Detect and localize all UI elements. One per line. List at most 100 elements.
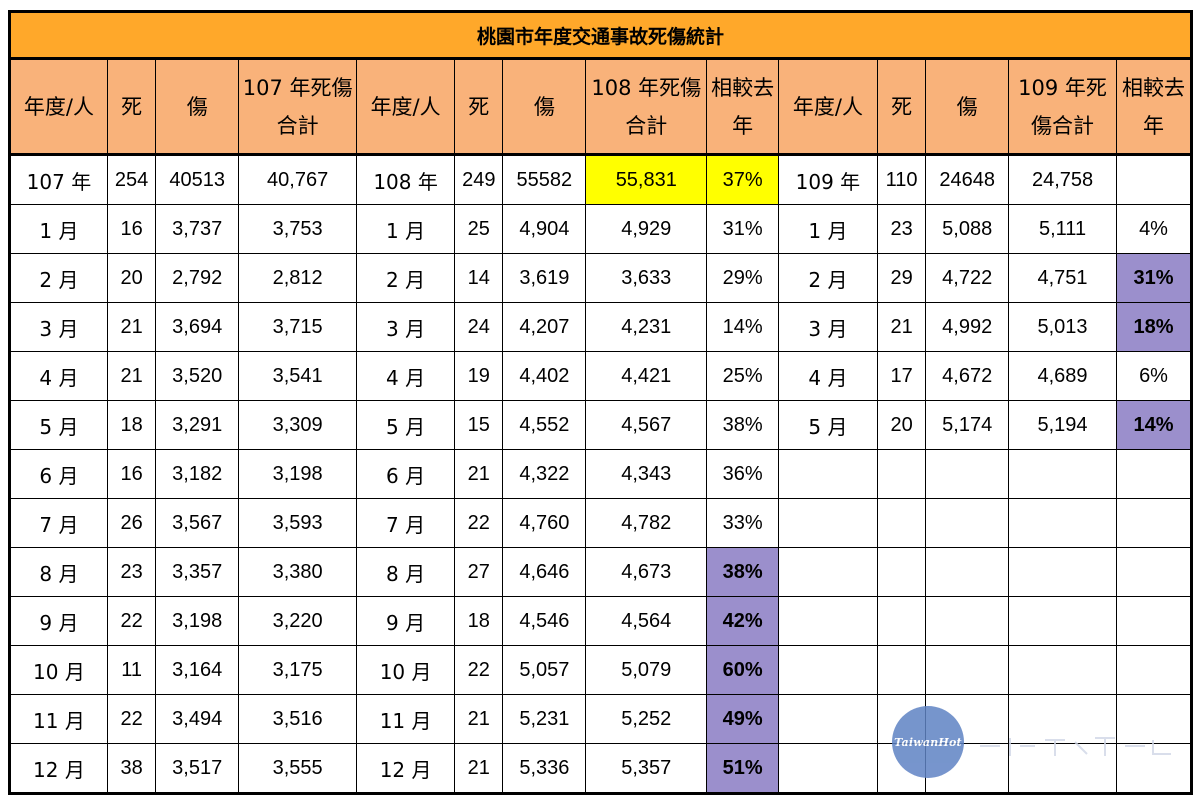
table-cell: 5 月 <box>9 400 108 450</box>
table-cell: 4,343 <box>585 449 708 499</box>
table-cell: 2 月 <box>777 253 878 303</box>
table-cell: 11 月 <box>9 694 108 744</box>
table-cell: 5 月 <box>777 400 878 450</box>
table-cell: 11 <box>106 645 157 695</box>
table-cell: 60% <box>706 645 779 695</box>
column-header-line: 年 <box>1143 113 1165 138</box>
table-cell <box>876 645 927 695</box>
table-cell: 5,252 <box>585 694 708 744</box>
table-cell: 4,564 <box>585 596 708 646</box>
traffic-accident-stats-table: 桃園市年度交通事故死傷統計 年度/人死傷 107 年死傷 合計 年度/人死傷 108 年… <box>8 10 1193 795</box>
table-cell <box>777 596 878 646</box>
table-cell: 5,231 <box>502 694 587 744</box>
column-header: 傷 <box>502 58 587 156</box>
column-header: 死 <box>454 58 504 156</box>
title-row: 桃園市年度交通事故死傷統計 <box>9 11 1192 60</box>
table-title: 桃園市年度交通事故死傷統計 <box>9 11 1192 60</box>
table-row: 10 月 11 3,164 3,175 10 月 22 5,057 5,079 60% <box>9 645 1192 695</box>
column-header-line: 年度/人 <box>792 94 863 119</box>
logo-text: TaiwanHot <box>894 735 962 749</box>
table-cell: 4,904 <box>502 204 587 254</box>
table-cell <box>1116 449 1192 499</box>
column-header-line: 死 <box>121 94 143 119</box>
table-cell <box>1008 694 1118 744</box>
table-cell: 109 年 <box>777 154 878 205</box>
table-cell: 3,220 <box>238 596 358 646</box>
table-cell <box>925 449 1010 499</box>
table-cell: 40513 <box>155 154 240 205</box>
table-cell: 5,336 <box>502 743 587 794</box>
table-cell: 38 <box>106 743 157 794</box>
table-cell: 10 月 <box>356 645 456 695</box>
table-cell: 9 月 <box>356 596 456 646</box>
table-row: 8 月 23 3,357 3,380 8 月 27 4,646 4,673 38% <box>9 547 1192 597</box>
column-header: 107 年死傷 合計 <box>238 58 358 156</box>
table-cell: 4,322 <box>502 449 587 499</box>
table-cell: 4,992 <box>925 302 1010 352</box>
table-cell: 12 月 <box>356 743 456 794</box>
header-row: 年度/人死傷 107 年死傷 合計 年度/人死傷 108 年死傷 合計 相較去年年度/人死傷… <box>9 58 1192 156</box>
table-cell: 31% <box>706 204 779 254</box>
table-cell: 21 <box>454 449 504 499</box>
column-header-line: 107 年死傷 <box>242 75 353 100</box>
table-cell <box>1116 694 1192 744</box>
table-row: 5 月 18 3,291 3,309 5 月 15 4,552 4,567 38% 5 月 20 5,… <box>9 400 1192 450</box>
column-header: 年度/人 <box>356 58 456 156</box>
table-cell <box>876 449 927 499</box>
table-cell: 7 月 <box>9 498 108 548</box>
table-cell: 3 月 <box>356 302 456 352</box>
table-cell: 29% <box>706 253 779 303</box>
table-cell: 18 <box>454 596 504 646</box>
table-cell <box>1116 154 1192 205</box>
column-header-line: 傷合計 <box>1031 113 1095 138</box>
table-cell <box>1116 743 1192 794</box>
table-cell: 3,309 <box>238 400 358 450</box>
table-cell: 3,593 <box>238 498 358 548</box>
table-cell: 3,633 <box>585 253 708 303</box>
table-cell: 4 月 <box>777 351 878 401</box>
column-header: 年度/人 <box>9 58 108 156</box>
table-cell <box>876 596 927 646</box>
table-cell: 37% <box>706 154 779 205</box>
table-cell: 1 月 <box>356 204 456 254</box>
table-cell <box>777 498 878 548</box>
table-cell: 23 <box>106 547 157 597</box>
table-cell: 3,198 <box>238 449 358 499</box>
table-cell: 5 月 <box>356 400 456 450</box>
table-cell: 3,198 <box>155 596 240 646</box>
table-cell: 5,174 <box>925 400 1010 450</box>
column-header: 108 年死傷 合計 <box>585 58 708 156</box>
table-cell: 25 <box>454 204 504 254</box>
table-cell: 3,567 <box>155 498 240 548</box>
table-cell: 2,812 <box>238 253 358 303</box>
table-cell: 29 <box>876 253 927 303</box>
table-cell: 5,357 <box>585 743 708 794</box>
table-cell: 3,380 <box>238 547 358 597</box>
table-cell: 18% <box>1116 302 1192 352</box>
table-cell: 55582 <box>502 154 587 205</box>
table-cell: 12 月 <box>9 743 108 794</box>
table-cell: 14% <box>706 302 779 352</box>
table-cell: 24648 <box>925 154 1010 205</box>
table-cell <box>777 694 878 744</box>
table-cell: 4,646 <box>502 547 587 597</box>
table-cell <box>1116 498 1192 548</box>
column-header-line: 相較去 <box>1122 75 1186 100</box>
table-cell <box>777 449 878 499</box>
table-cell: 4,929 <box>585 204 708 254</box>
table-cell: 3,520 <box>155 351 240 401</box>
column-header: 相較去年 <box>706 58 779 156</box>
table-cell <box>876 498 927 548</box>
table-cell: 4,760 <box>502 498 587 548</box>
table-cell: 5,111 <box>1008 204 1118 254</box>
table-cell: 5,194 <box>1008 400 1118 450</box>
table-cell <box>1008 596 1118 646</box>
table-cell: 33% <box>706 498 779 548</box>
table-cell: 1 月 <box>9 204 108 254</box>
table-cell: 21 <box>876 302 927 352</box>
table-cell: 4,567 <box>585 400 708 450</box>
table-cell: 3,517 <box>155 743 240 794</box>
table-cell: 16 <box>106 204 157 254</box>
table-cell: 3,494 <box>155 694 240 744</box>
column-header-line: 108 年死傷 <box>591 75 702 100</box>
